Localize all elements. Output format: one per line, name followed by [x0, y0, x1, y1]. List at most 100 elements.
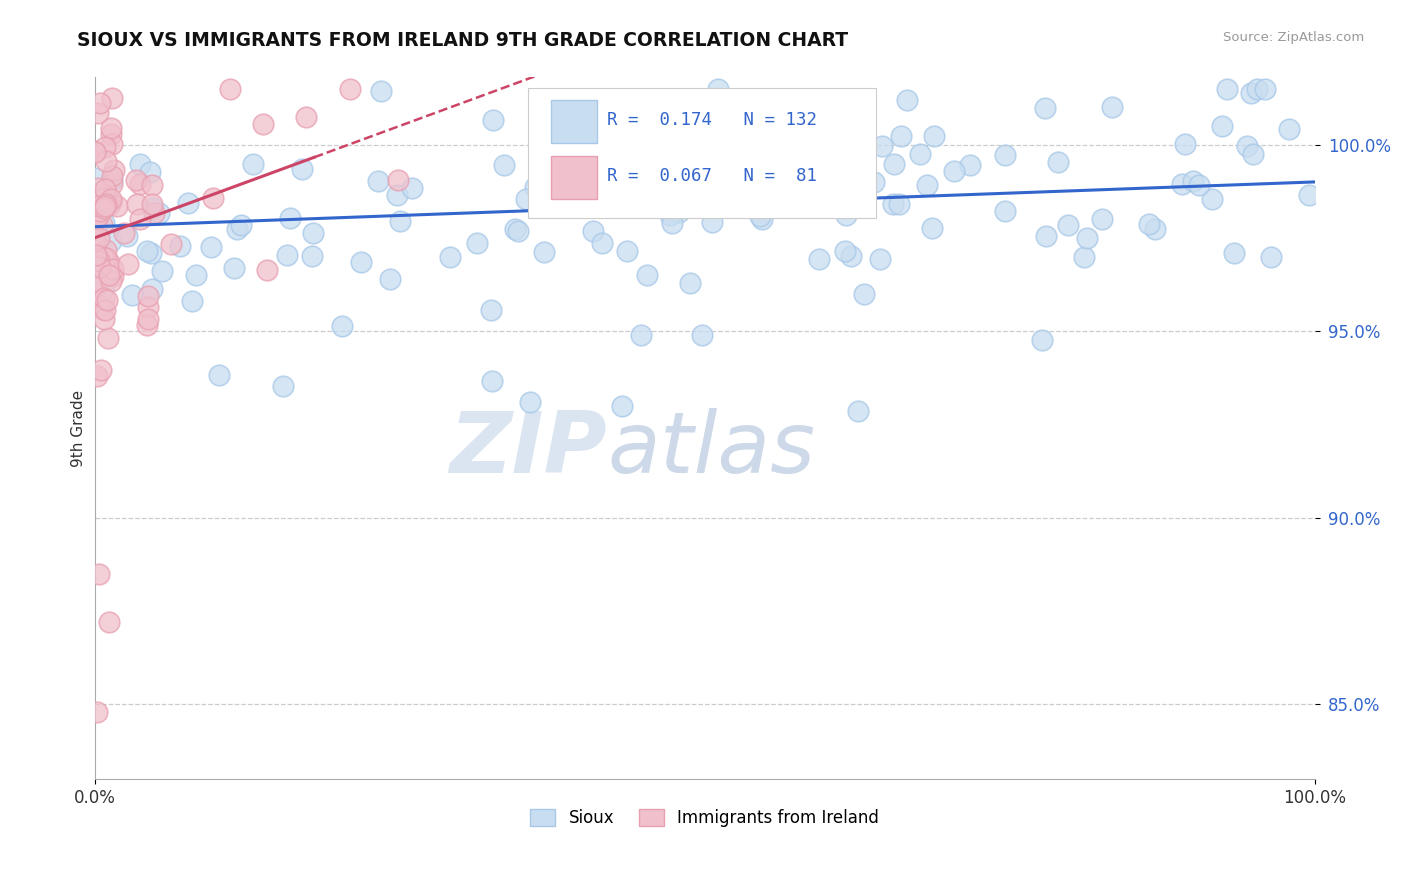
Point — [91, 250, 114, 264]
Point — [751, 211, 773, 226]
Point — [700, 214, 723, 228]
Point — [86, 705, 108, 719]
Point — [890, 129, 912, 144]
Point — [387, 172, 409, 186]
Point — [136, 300, 159, 314]
Point — [869, 252, 891, 267]
Point — [117, 257, 139, 271]
Point — [83, 145, 105, 159]
Point — [100, 194, 122, 209]
Point — [482, 112, 505, 127]
Point — [186, 268, 208, 282]
Point — [256, 263, 278, 277]
Point — [86, 218, 108, 232]
Point — [84, 253, 107, 268]
Point — [101, 173, 124, 187]
FancyBboxPatch shape — [551, 100, 598, 143]
Point — [515, 192, 537, 206]
Point — [401, 181, 423, 195]
Point — [101, 262, 124, 277]
Point — [115, 229, 138, 244]
Point — [506, 224, 529, 238]
Point — [97, 198, 120, 212]
Point — [1236, 138, 1258, 153]
Point — [93, 312, 115, 326]
Point — [93, 216, 115, 230]
Point — [89, 199, 111, 213]
Point — [578, 164, 600, 178]
Point — [177, 195, 200, 210]
Point — [98, 268, 121, 282]
Point — [690, 328, 713, 343]
Point — [252, 117, 274, 131]
Point — [1216, 81, 1239, 95]
Point — [90, 301, 112, 316]
Point — [994, 203, 1017, 218]
Point — [96, 293, 118, 307]
Point — [101, 137, 124, 152]
Point — [242, 156, 264, 170]
Point — [135, 318, 157, 332]
Point — [276, 248, 298, 262]
Point — [882, 197, 904, 211]
Text: atlas: atlas — [607, 408, 815, 491]
Point — [1254, 81, 1277, 95]
Point — [83, 171, 105, 186]
Point — [846, 404, 869, 418]
Point — [630, 327, 652, 342]
Point — [627, 189, 650, 203]
Point — [1239, 86, 1261, 100]
Point — [98, 254, 121, 268]
Point — [93, 201, 115, 215]
Point — [148, 205, 170, 219]
Point — [1056, 218, 1078, 232]
Point — [96, 251, 118, 265]
Point — [136, 289, 159, 303]
Point — [84, 144, 107, 158]
Point — [93, 199, 115, 213]
Point — [896, 93, 918, 107]
Point — [839, 249, 862, 263]
Point — [835, 208, 858, 222]
Point — [707, 81, 730, 95]
Y-axis label: 9th Grade: 9th Grade — [72, 390, 86, 467]
Point — [1046, 154, 1069, 169]
Point — [83, 232, 105, 246]
Point — [533, 244, 555, 259]
Point — [531, 142, 554, 156]
Point — [659, 208, 682, 222]
Point — [1101, 100, 1123, 114]
Point — [87, 209, 110, 223]
Point — [301, 249, 323, 263]
Point — [100, 120, 122, 135]
Point — [101, 269, 124, 284]
Point — [1076, 230, 1098, 244]
Point — [160, 236, 183, 251]
Point — [105, 199, 128, 213]
Point — [915, 178, 938, 192]
Point — [94, 303, 117, 318]
Point — [591, 236, 613, 251]
Point — [1170, 177, 1192, 191]
Point — [388, 213, 411, 227]
Point — [86, 369, 108, 384]
Point — [889, 196, 911, 211]
Point — [737, 101, 759, 115]
Point — [141, 178, 163, 193]
Point — [125, 197, 148, 211]
Point — [808, 252, 831, 266]
Text: ZIP: ZIP — [450, 408, 607, 491]
Point — [1260, 251, 1282, 265]
Point — [908, 147, 931, 161]
Point — [1211, 119, 1233, 133]
Point — [609, 182, 631, 196]
Point — [291, 161, 314, 176]
Point — [100, 192, 122, 206]
Point — [229, 218, 252, 232]
Point — [89, 253, 111, 268]
FancyBboxPatch shape — [551, 156, 598, 199]
Point — [921, 221, 943, 235]
Text: R =  0.067   N =  81: R = 0.067 N = 81 — [607, 167, 817, 185]
Point — [129, 177, 152, 191]
Point — [97, 615, 120, 630]
